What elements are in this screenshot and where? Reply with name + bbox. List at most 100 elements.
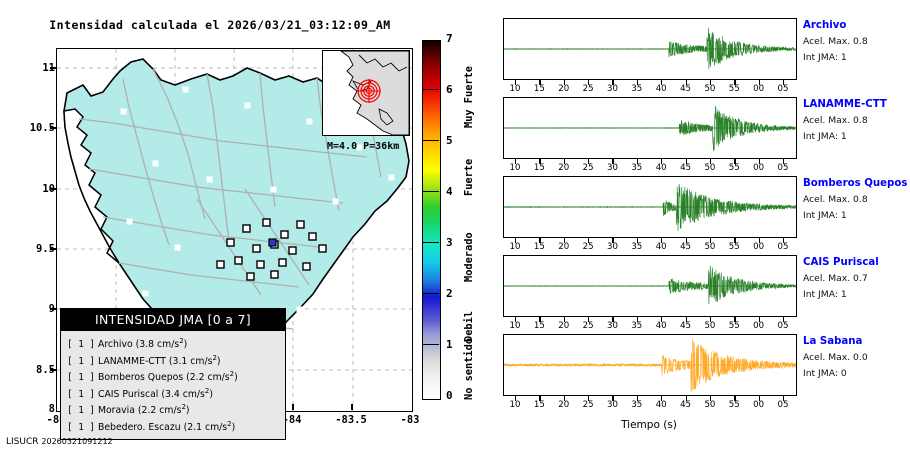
town-markers <box>120 86 403 385</box>
seismogram-trace[interactable]: 10 15 20 25 30 35 40 45 50 55 00 05 <box>503 18 797 97</box>
inset-graphic <box>323 51 409 135</box>
axis-tick <box>539 396 541 401</box>
axis-tick <box>734 159 736 164</box>
axis-tick-label: 50 <box>704 84 716 94</box>
nicoya-peninsula <box>63 108 120 264</box>
axis-tick <box>588 238 590 243</box>
axis-tick-label: 30 <box>606 84 618 94</box>
footer-credit: LISUCR 20260321091212 <box>6 437 113 447</box>
axis-tick-label: 35 <box>631 242 643 252</box>
footer-label: LISUCR <box>6 437 39 447</box>
axis-tick-label: 45 <box>680 84 691 94</box>
axis-tick-label: 40 <box>655 163 667 173</box>
axis-tick-label: 00 <box>753 163 765 173</box>
map-panel: Intensidad calculada el 2026/03/21_03:12… <box>6 18 475 447</box>
axis-tick-label: 30 <box>606 242 618 252</box>
axis-tick-label: 10 <box>509 84 521 94</box>
axis-tick-label: 35 <box>631 400 643 410</box>
axis-tick <box>636 238 639 243</box>
axis-tick-label: 10 <box>509 321 521 331</box>
inset-coastline <box>358 54 408 72</box>
trace-time-axis: 10 15 20 25 30 35 40 45 50 55 00 05 <box>503 159 795 176</box>
axis-tick-label: 00 <box>753 400 765 410</box>
axis-tick <box>783 80 785 85</box>
axis-tick-label: 00 <box>753 84 765 94</box>
axis-tick <box>734 317 736 322</box>
axis-tick-label: 35 <box>631 84 643 94</box>
station-max-accel: Acel. Max. 0.7 <box>803 273 868 284</box>
axis-tick <box>612 159 614 164</box>
axis-tick <box>734 80 736 85</box>
seismogram-plot <box>503 255 797 317</box>
axis-tick-label: 55 <box>728 242 740 252</box>
axis-tick <box>612 80 614 85</box>
station-name[interactable]: Bomberos Quepos <box>803 178 908 189</box>
magnitude-depth-label: M=4.0 P=36km <box>327 141 400 152</box>
axis-tick <box>588 396 590 401</box>
axis-tick <box>783 159 785 164</box>
axis-tick <box>661 396 663 401</box>
axis-tick <box>661 238 663 243</box>
axis-tick <box>636 396 639 401</box>
legend-item: [ 1 ] Bomberos Quepos (2.2 cm/s2) <box>67 370 238 384</box>
axis-tick-label: 00 <box>753 242 765 252</box>
axis-tick-label: 00 <box>753 321 765 331</box>
axis-tick <box>783 396 785 401</box>
axis-tick <box>783 238 785 243</box>
axis-tick-label: 25 <box>582 242 594 252</box>
station-name[interactable]: Archivo <box>803 20 847 31</box>
axis-tick-label: 10 <box>509 400 521 410</box>
axis-tick-label: 25 <box>582 84 594 94</box>
axis-tick <box>563 80 566 85</box>
axis-tick-label: 25 <box>582 321 594 331</box>
axis-tick-label: 20 <box>558 163 570 173</box>
axis-tick-label: 40 <box>655 321 667 331</box>
legend-item: [ 1 ] Moravia (2.2 cm/s2) <box>67 403 190 417</box>
axis-tick <box>636 317 639 322</box>
intensity-colorbar: 7 6 5 4 3 2 1 0 Muy Fuerte Fuerte Modera… <box>422 32 475 402</box>
axis-tick <box>661 159 663 164</box>
axis-tick-label: 25 <box>582 400 594 410</box>
trace-time-axis: 10 15 20 25 30 35 40 45 50 55 00 05 <box>503 238 795 255</box>
axis-tick-label: 55 <box>728 163 740 173</box>
axis-tick-label: 10 <box>509 242 521 252</box>
axis-tick <box>734 396 736 401</box>
station-jma-intensity: Int JMA: 1 <box>803 52 847 63</box>
axis-tick <box>758 159 760 164</box>
axis-tick <box>588 80 590 85</box>
axis-tick-label: 35 <box>631 321 643 331</box>
seismogram-trace[interactable]: 10 15 20 25 30 35 40 45 50 55 00 05 <box>503 97 797 176</box>
station-info: Archivo Acel. Max. 0.8 Int JMA: 1 <box>803 20 910 63</box>
station-name[interactable]: LANAMME-CTT <box>803 99 887 110</box>
axis-tick-label: 30 <box>606 400 618 410</box>
seismogram-trace[interactable]: 10 15 20 25 30 35 40 45 50 55 00 05 <box>503 334 797 413</box>
axis-tick <box>612 396 614 401</box>
trace-time-axis: 10 15 20 25 30 35 40 45 50 55 00 05 <box>503 396 795 413</box>
seismogram-trace[interactable]: 10 15 20 25 30 35 40 45 50 55 00 05 <box>503 255 797 334</box>
axis-tick-label: 50 <box>704 321 716 331</box>
axis-tick <box>539 238 541 243</box>
axis-tick <box>515 396 517 401</box>
axis-tick-label: 20 <box>558 321 570 331</box>
axis-tick <box>758 396 760 401</box>
axis-tick <box>636 159 639 164</box>
axis-tick <box>758 80 760 85</box>
axis-tick <box>661 317 663 322</box>
legend-list: [ 1 ] Archivo (3.8 cm/s2) [ 1 ] LANAMME-C… <box>61 331 285 439</box>
station-name[interactable]: La Sabana <box>803 336 863 347</box>
axis-tick <box>685 317 687 322</box>
axis-tick-label: 50 <box>704 163 716 173</box>
station-name[interactable]: CAIS Puriscal <box>803 257 879 268</box>
epicenter-inset-map[interactable] <box>322 50 410 136</box>
axis-tick-label: 35 <box>631 163 643 173</box>
seismogram-trace[interactable]: 10 15 20 25 30 35 40 45 50 55 00 05 <box>503 176 797 255</box>
axis-tick <box>709 317 712 322</box>
axis-tick-label: 05 <box>777 321 789 331</box>
station-max-accel: Acel. Max. 0.8 <box>803 115 868 126</box>
axis-tick-label: 55 <box>728 321 740 331</box>
axis-tick-label: 15 <box>533 400 545 410</box>
waveform-panel: Archivo Acel. Max. 0.8 Int JMA: 1 10 15 20 25 3… <box>470 0 910 460</box>
axis-tick <box>515 317 517 322</box>
axis-tick <box>758 238 760 243</box>
axis-tick-label: 40 <box>655 242 667 252</box>
